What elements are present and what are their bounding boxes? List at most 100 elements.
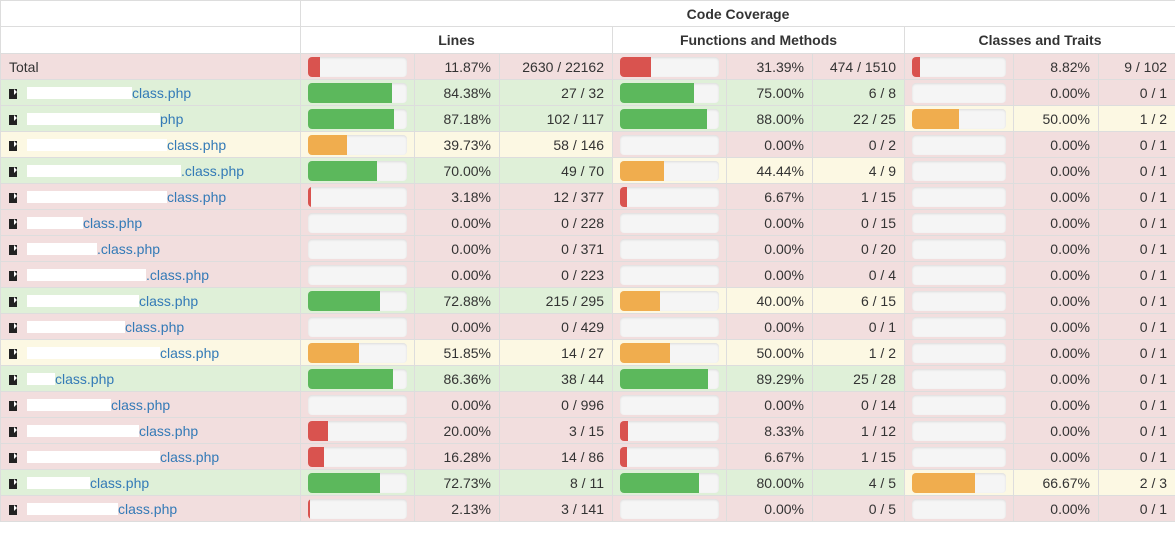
file-name: class.php (90, 474, 150, 491)
functions-bar-cell (612, 79, 727, 106)
lines-count: 38 / 44 (499, 365, 613, 392)
file-icon (9, 348, 17, 359)
file-link[interactable]: class.php (27, 501, 177, 517)
redacted-text (27, 320, 125, 333)
file-name: class.php (125, 318, 185, 335)
functions-count: 0 / 20 (812, 235, 905, 262)
classes-progress-fill (912, 56, 921, 77)
file-name: class.php (167, 136, 227, 153)
classes-percent: 0.00% (1013, 157, 1099, 184)
lines-progress-fill (308, 186, 312, 207)
functions-count: 474 / 1510 (812, 53, 905, 80)
file-link[interactable]: class.php (27, 423, 198, 439)
functions-progress-bar (620, 368, 719, 389)
classes-count: 1 / 2 (1097, 105, 1175, 132)
classes-bar-cell (904, 79, 1014, 106)
classes-progress-bar (912, 394, 1006, 415)
file-link[interactable]: php (27, 111, 183, 127)
file-name: .class.php (181, 162, 245, 179)
functions-percent: 6.67% (726, 443, 813, 470)
lines-progress-fill (308, 472, 380, 493)
classes-progress-bar (912, 134, 1006, 155)
redacted-text (27, 502, 118, 515)
classes-bar-cell (904, 443, 1014, 470)
functions-count: 0 / 15 (812, 209, 905, 236)
file-icon (9, 270, 17, 281)
lines-percent: 0.00% (414, 235, 500, 262)
lines-progress-fill (308, 108, 395, 129)
lines-percent: 0.00% (414, 209, 500, 236)
file-link[interactable]: class.php (27, 345, 219, 361)
file-link[interactable]: class.php (27, 371, 114, 387)
file-link[interactable]: class.php (27, 137, 226, 153)
file-link[interactable]: class.php (27, 475, 149, 491)
file-name-cell: class.php (0, 287, 301, 314)
file-name-cell: class.php (0, 391, 301, 418)
functions-count: 0 / 14 (812, 391, 905, 418)
lines-bar-cell (300, 209, 415, 236)
classes-percent: 0.00% (1013, 235, 1099, 262)
lines-bar-cell (300, 287, 415, 314)
lines-count: 14 / 86 (499, 443, 613, 470)
file-name: class.php (160, 448, 220, 465)
functions-bar-cell (612, 183, 727, 210)
functions-count: 0 / 1 (812, 313, 905, 340)
lines-bar-cell (300, 131, 415, 158)
functions-progress-bar (620, 342, 719, 363)
functions-progress-bar (620, 446, 719, 467)
classes-progress-bar (912, 186, 1006, 207)
file-name: class.php (167, 188, 227, 205)
lines-progress-fill (308, 134, 348, 155)
file-link[interactable]: class.php (27, 319, 184, 335)
functions-bar-cell (612, 287, 727, 314)
file-link[interactable]: .class.php (27, 267, 209, 283)
file-link[interactable]: class.php (27, 189, 226, 205)
file-link[interactable]: class.php (27, 85, 191, 101)
lines-bar-cell (300, 391, 415, 418)
classes-percent: 66.67% (1013, 469, 1099, 496)
classes-percent: 0.00% (1013, 131, 1099, 158)
file-name-cell: class.php (0, 443, 301, 470)
classes-progress-bar (912, 498, 1006, 519)
file-link[interactable]: class.php (27, 397, 170, 413)
file-link[interactable]: .class.php (27, 163, 244, 179)
lines-percent: 86.36% (414, 365, 500, 392)
file-name-cell: class.php (0, 209, 301, 236)
functions-bar-cell (612, 131, 727, 158)
lines-progress-fill (308, 420, 328, 441)
functions-bar-cell (612, 391, 727, 418)
lines-percent: 0.00% (414, 261, 500, 288)
file-link[interactable]: class.php (27, 215, 142, 231)
lines-count: 49 / 70 (499, 157, 613, 184)
redacted-text (27, 372, 55, 385)
lines-percent: 2.13% (414, 495, 500, 522)
redacted-text (27, 112, 160, 125)
file-name: class.php (55, 370, 115, 387)
lines-count: 3 / 15 (499, 417, 613, 444)
table-row: class.php 3.18% 12 / 377 6.67% 1 / 15 0.… (0, 183, 1175, 210)
file-link[interactable]: class.php (27, 293, 198, 309)
file-link[interactable]: .class.php (27, 241, 160, 257)
classes-count: 9 / 102 (1097, 53, 1175, 80)
classes-bar-cell (904, 365, 1014, 392)
functions-count: 4 / 9 (812, 157, 905, 184)
classes-percent: 0.00% (1013, 261, 1099, 288)
classes-progress-bar (912, 420, 1006, 441)
classes-percent: 0.00% (1013, 183, 1099, 210)
file-name: class.php (83, 214, 143, 231)
coverage-table: Code Coverage Lines Functions and Method… (0, 0, 1175, 522)
file-icon (9, 374, 17, 385)
functions-percent: 0.00% (726, 391, 813, 418)
file-link[interactable]: class.php (27, 449, 219, 465)
redacted-text (27, 450, 160, 463)
functions-progress-bar (620, 108, 719, 129)
classes-percent: 8.82% (1013, 53, 1099, 80)
classes-count: 0 / 1 (1097, 339, 1175, 366)
functions-percent: 44.44% (726, 157, 813, 184)
lines-progress-bar (308, 82, 407, 103)
file-icon (9, 400, 17, 411)
file-name-cell: class.php (0, 313, 301, 340)
lines-progress-bar (308, 420, 407, 441)
file-name: .class.php (146, 266, 210, 283)
empty-header-cell (0, 26, 301, 54)
